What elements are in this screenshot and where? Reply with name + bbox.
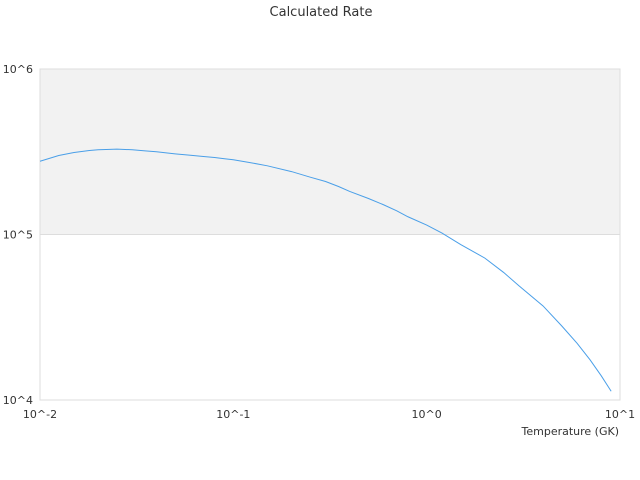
plot-area-frame [39, 68, 621, 401]
x-axis-title: Temperature (GK) [521, 425, 620, 438]
x-tick-label-3: 10^1 [605, 408, 635, 421]
y-tick-label-2: 10^6 [3, 63, 33, 76]
series-layer [39, 148, 612, 392]
chart-title: Calculated Rate [270, 5, 373, 20]
highlight-band-layer [40, 69, 620, 235]
series-line-0 [39, 148, 612, 392]
highlight-band [40, 69, 620, 235]
y-tick-label-0: 10^4 [3, 394, 33, 407]
x-tick-label-2: 10^0 [412, 408, 442, 421]
tick-label-layer: 10^-2 10^-1 10^0 10^1 10^4 10^5 10^6 [3, 63, 635, 421]
x-tick-label-1: 10^-1 [216, 408, 250, 421]
y-tick-label-1: 10^5 [3, 229, 33, 242]
x-tick-label-0: 10^-2 [23, 408, 57, 421]
